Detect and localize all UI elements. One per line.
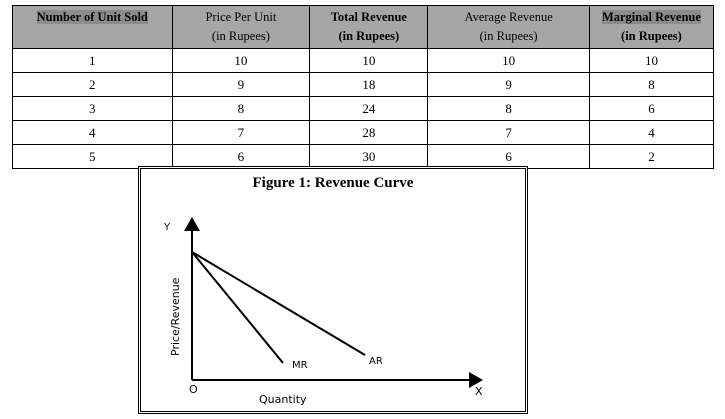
header-line1: Marginal Revenue bbox=[601, 10, 701, 24]
ar-label: AR bbox=[369, 356, 383, 367]
column-header: Number of Unit Sold bbox=[12, 5, 173, 49]
x-axis-label: Quantity bbox=[259, 393, 307, 406]
column-header: Marginal Revenue (in Rupees) bbox=[588, 5, 715, 49]
table-cell: 8 bbox=[427, 96, 590, 121]
table-cell: 8 bbox=[171, 96, 311, 121]
table-row: 3 8 24 8 6 bbox=[12, 96, 715, 121]
x-axis-letter: X bbox=[475, 385, 483, 398]
figure-title: Figure 1: Revenue Curve bbox=[252, 175, 414, 191]
table-cell: 6 bbox=[588, 96, 715, 121]
table-cell: 2 bbox=[12, 72, 173, 97]
table-cell: 9 bbox=[171, 72, 311, 97]
table-cell: 10 bbox=[309, 48, 429, 73]
column-header: Price Per Unit (in Rupees) bbox=[171, 5, 311, 49]
mr-label: MR bbox=[292, 360, 308, 371]
table-cell: 10 bbox=[588, 48, 715, 73]
table-cell: 4 bbox=[12, 120, 173, 145]
table-cell: 7 bbox=[427, 120, 590, 145]
table-row: 4 7 28 7 4 bbox=[12, 120, 715, 145]
table-cell: 4 bbox=[588, 120, 715, 145]
table-cell: 28 bbox=[309, 120, 429, 145]
header-line2: (in Rupees) bbox=[338, 29, 400, 43]
table-cell: 6 bbox=[171, 144, 311, 169]
header-line2: (in Rupees) bbox=[211, 29, 270, 43]
y-axis-letter: Y bbox=[163, 222, 171, 233]
revenue-curve-figure: Figure 1: Revenue Curve Y O X MR AR Quan… bbox=[140, 168, 526, 412]
header-line1: Number of Unit Sold bbox=[36, 10, 148, 24]
table-cell: 18 bbox=[309, 72, 429, 97]
table-row: 2 9 18 9 8 bbox=[12, 72, 715, 97]
table-cell: 9 bbox=[427, 72, 590, 97]
table-cell: 6 bbox=[427, 144, 590, 169]
header-line2: (in Rupees) bbox=[621, 29, 682, 43]
column-header: Total Revenue (in Rupees) bbox=[309, 5, 429, 49]
revenue-diagram: Y O X MR AR Quantity Price/Revenue bbox=[163, 217, 483, 406]
header-line2: (in Rupees) bbox=[479, 29, 538, 43]
origin-label: O bbox=[189, 383, 198, 396]
table-cell: 10 bbox=[427, 48, 590, 73]
table-cell: 7 bbox=[171, 120, 311, 145]
header-line1: Total Revenue bbox=[330, 10, 407, 24]
header-line1: Price Per Unit bbox=[205, 10, 277, 24]
table-cell: 8 bbox=[588, 72, 715, 97]
y-axis-label: Price/Revenue bbox=[169, 277, 182, 356]
table-row: 1 10 10 10 10 bbox=[12, 48, 715, 73]
table-cell: 10 bbox=[171, 48, 311, 73]
table-row: 5 6 30 6 2 bbox=[12, 144, 715, 169]
mr-curve bbox=[191, 251, 284, 364]
revenue-table: Number of Unit Sold Price Per Unit (in Rup… bbox=[12, 5, 715, 169]
table-cell: 30 bbox=[309, 144, 429, 169]
table-cell: 1 bbox=[12, 48, 173, 73]
table-cell: 5 bbox=[12, 144, 173, 169]
table-cell: 2 bbox=[588, 144, 715, 169]
table-cell: 24 bbox=[309, 96, 429, 121]
ar-curve bbox=[191, 251, 366, 356]
column-header: Average Revenue (in Rupees) bbox=[427, 5, 590, 49]
table-cell: 3 bbox=[12, 96, 173, 121]
header-line1: Average Revenue bbox=[464, 10, 553, 24]
